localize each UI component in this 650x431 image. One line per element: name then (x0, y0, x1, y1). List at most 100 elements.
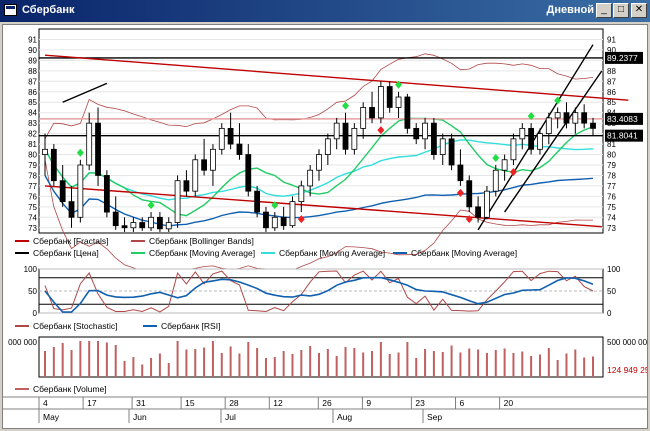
chart-window-icon (4, 4, 17, 16)
candle-down (413, 127, 420, 140)
price-left-tick-label: 87 (28, 77, 37, 86)
candle-up (395, 96, 402, 108)
candle-down (95, 122, 101, 176)
candle-down (157, 216, 163, 230)
price-left-tick-label: 80 (28, 151, 37, 160)
chart-window[interactable]: 9191909089898888878786868585848483838282… (2, 24, 650, 429)
trendline (477, 44, 594, 231)
time-axis-background (3, 397, 647, 427)
day-label: 23 (415, 398, 425, 408)
candle-up (510, 138, 517, 161)
volume-tick-label: 500 000 000 (607, 338, 647, 347)
day-label: 20 (504, 398, 514, 408)
volume-legend: Сбербанк [Volume] (15, 384, 107, 394)
fractal-down-marker (297, 215, 305, 224)
price-right-tick-label: 79 (607, 161, 616, 170)
candle-up (192, 159, 199, 192)
candle-up (545, 117, 552, 135)
candle-up (210, 148, 216, 171)
month-label: Jul (225, 412, 236, 422)
day-label: 12 (273, 398, 283, 408)
fractal-down-marker (509, 168, 517, 176)
candle-up (324, 138, 331, 155)
price-left-tick-label: 89 (28, 56, 37, 65)
oscillator-left-tick-label: 100 (24, 265, 38, 274)
price-left-tick-label: 84 (28, 109, 37, 118)
candle-down (245, 154, 252, 192)
price-right-tick-label: 75 (607, 203, 616, 212)
candle-up (492, 169, 499, 192)
fractal-down-marker (456, 188, 464, 197)
fractal-up-marker (492, 154, 500, 162)
price-left-tick-label: 90 (28, 46, 37, 55)
legend-label: Сбербанк [Moving Average] (279, 248, 385, 258)
candle-down (68, 201, 75, 218)
candle-down (404, 96, 411, 129)
price-left-tick-label: 76 (28, 192, 37, 201)
volume-panel[interactable]: 500 000 000 000 000 124 949 25 (8, 336, 650, 378)
price-left-tick-label: 82 (28, 130, 37, 139)
price-right-tick-label: 77 (607, 182, 616, 191)
candle-up (351, 127, 358, 150)
price-left-tick-label: 81 (28, 140, 37, 149)
month-label: Jun (133, 412, 147, 422)
candle-down (103, 175, 110, 213)
price-legend: Сбербанк [Fractals] Сбербанк [Bollinger B… (15, 236, 517, 258)
candle-up (298, 185, 305, 203)
volume-left-tick-label: 000 000 (8, 338, 37, 347)
trendline (44, 185, 602, 228)
candle-down (581, 112, 588, 124)
volume-last-value: 124 949 25 (607, 365, 647, 375)
candle-down (475, 206, 481, 218)
price-right-tick-label: 91 (607, 35, 616, 44)
candle-down (227, 127, 234, 145)
price-right-tick-label: 87 (607, 77, 616, 86)
candle-up (86, 122, 93, 166)
candle-up (174, 180, 181, 223)
candle-up (484, 190, 490, 218)
candle-up (537, 133, 543, 150)
fractal-up-marker (76, 148, 84, 157)
price-left-tick-label: 79 (28, 161, 37, 170)
moving-average-fast-line (44, 117, 594, 217)
fractal-up-marker (395, 80, 403, 89)
close-button[interactable]: ✕ (631, 3, 647, 18)
oscillator-tick-label: 100 (607, 265, 621, 274)
timeframe-label[interactable]: Дневной (546, 4, 595, 16)
last-value-box (605, 112, 643, 125)
oscillator-panel[interactable]: 100 100 50 50 0 0 (24, 265, 621, 318)
price-right-tick-label: 81 (607, 140, 616, 149)
price-left-tick-label: 86 (28, 88, 37, 97)
price-left-tick-label: 88 (28, 67, 37, 76)
fractal-down-marker (465, 215, 473, 224)
trendline (62, 82, 108, 103)
stochastic-line (44, 270, 594, 313)
candle-down (342, 122, 349, 150)
month-label: Sep (427, 412, 442, 422)
moving-average-slow-line (44, 175, 594, 227)
price-left-tick-label: 73 (28, 224, 37, 233)
price-right-tick-label: 90 (607, 46, 616, 55)
fractal-up-marker (527, 112, 535, 121)
day-label: 6 (460, 398, 465, 408)
legend-label: Сбербанк [Fractals] (33, 236, 109, 246)
maximize-button[interactable]: □ (613, 3, 629, 18)
candle-down (457, 164, 464, 182)
candle-down (112, 211, 119, 227)
candle-up (360, 107, 367, 129)
candle-up (519, 127, 526, 140)
candle-up (307, 169, 314, 187)
candle-up (42, 148, 48, 155)
price-panel[interactable]: 9191909089898888878786868585848483838282… (28, 28, 643, 275)
candle-up (377, 86, 384, 119)
minimize-button[interactable]: _ (596, 3, 612, 18)
chart-canvas[interactable]: 9191909089898888878786868585848483838282… (3, 25, 650, 428)
candle-down (121, 225, 128, 229)
oscillator-tick-label: 0 (607, 309, 612, 318)
day-label: 17 (87, 398, 97, 408)
candle-up (77, 164, 84, 218)
price-left-tick-label: 78 (28, 171, 37, 180)
candle-down (50, 148, 57, 182)
price-right-tick-label: 74 (607, 213, 616, 222)
price-right-tick-label: 86 (607, 88, 616, 97)
